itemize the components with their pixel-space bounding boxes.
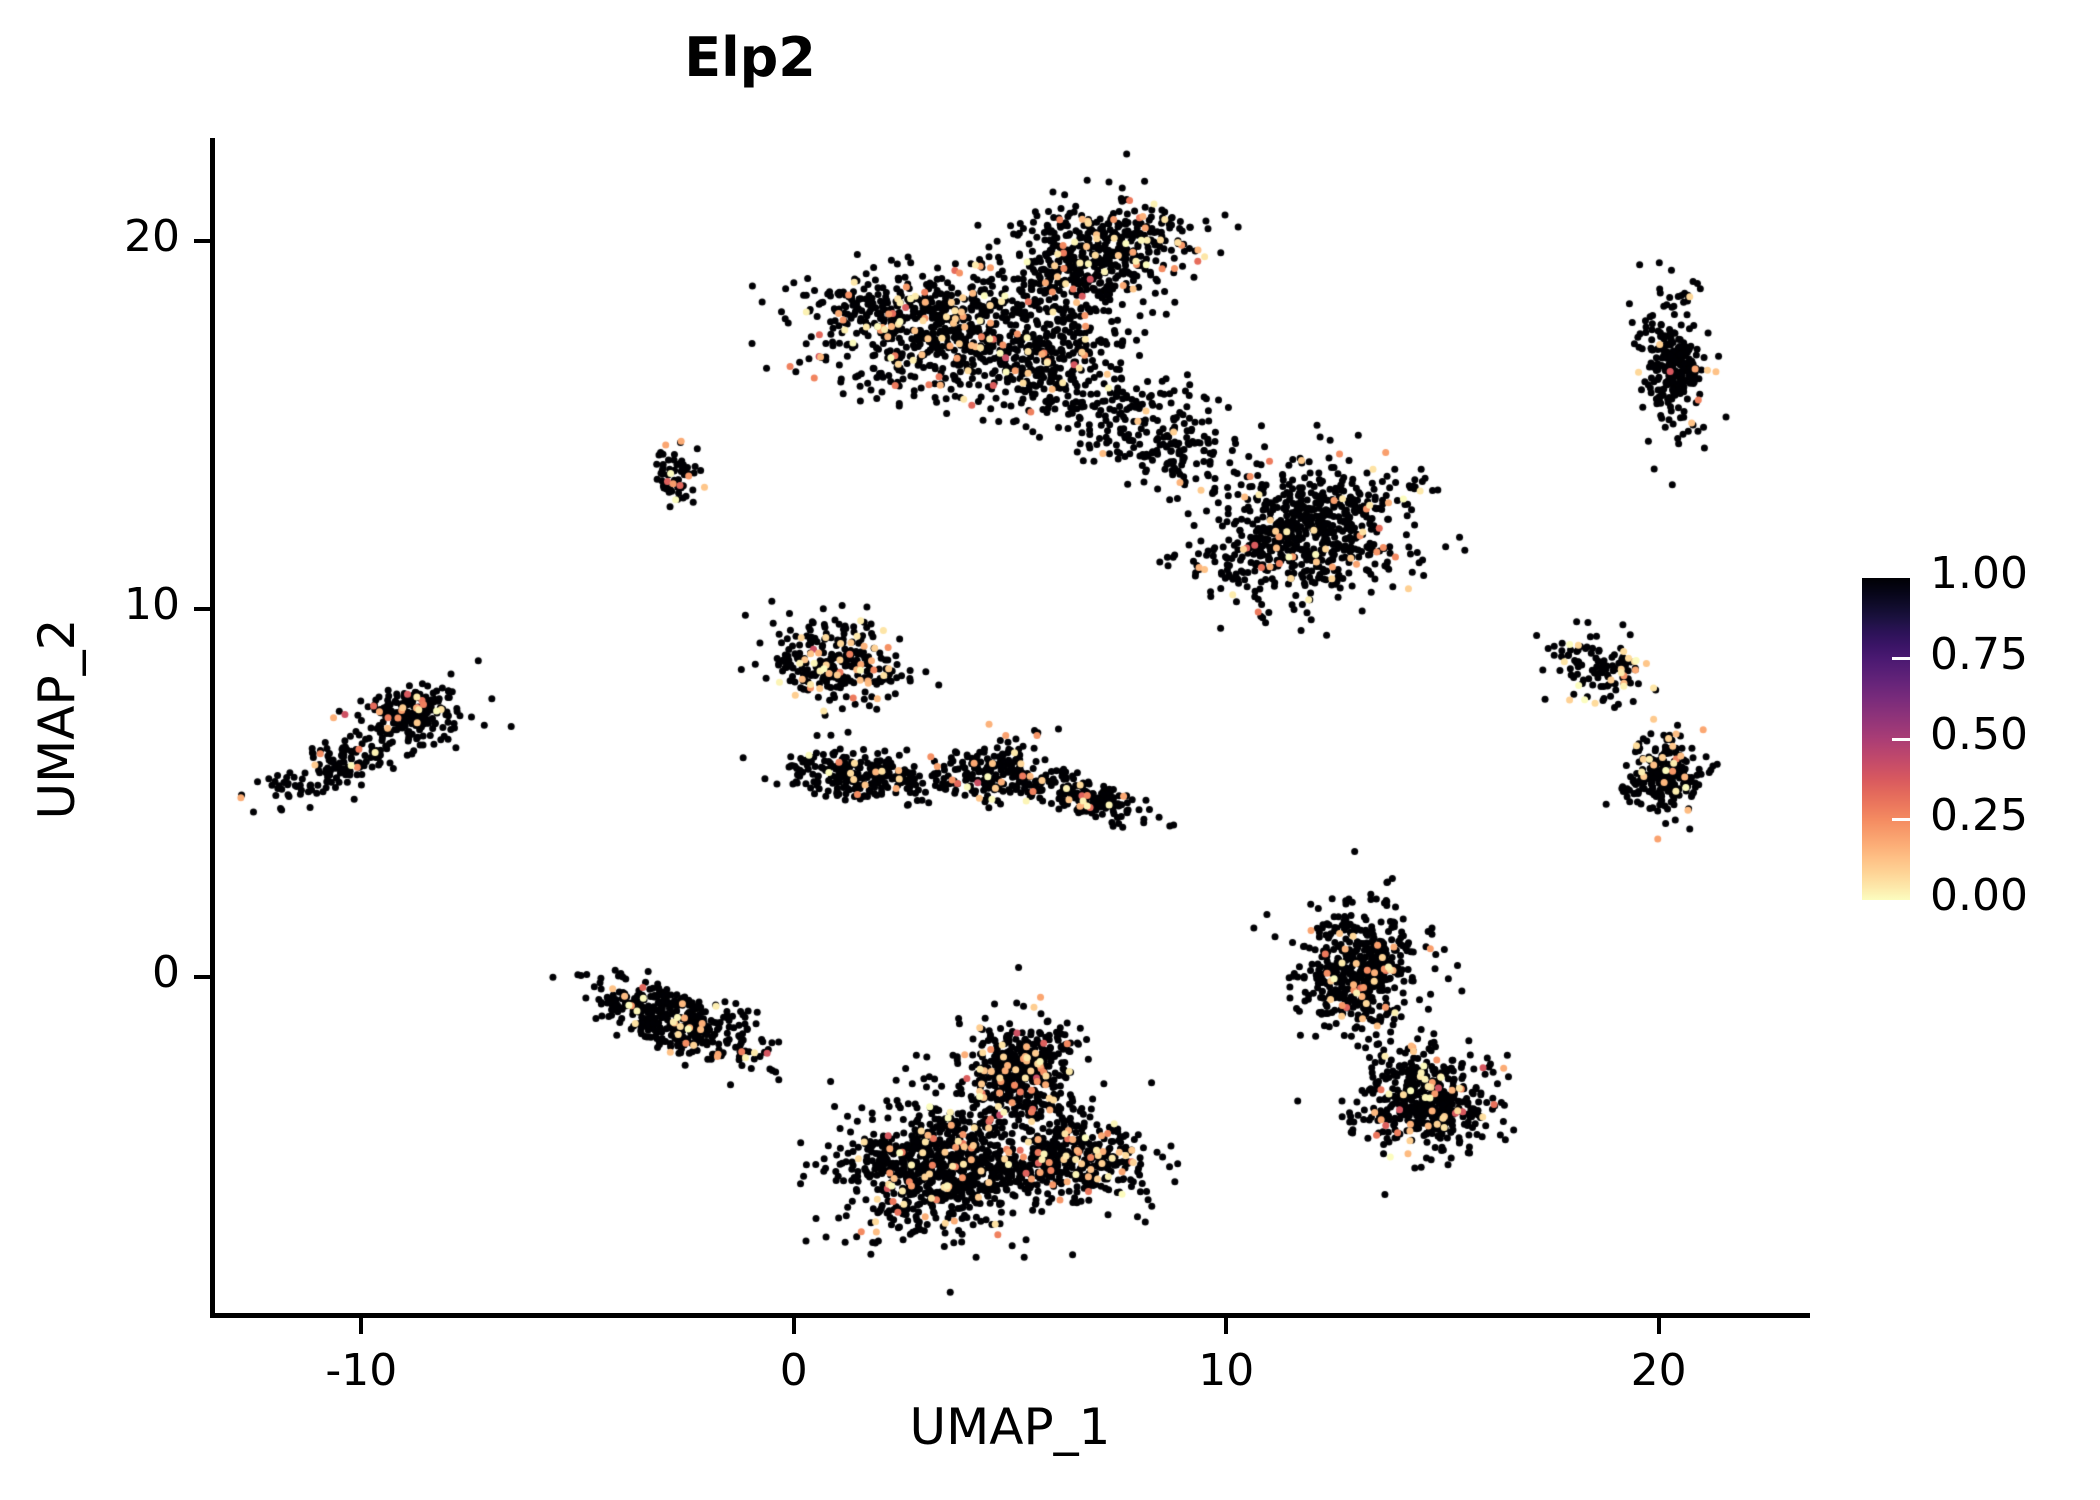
colorbar-tick-mark (1892, 737, 1910, 741)
colorbar-tick-label: 0.50 (1930, 709, 2028, 760)
y-axis-label: UMAP_2 (28, 618, 86, 820)
y-axis-spine (210, 138, 215, 1318)
y-tick-label: 20 (124, 210, 180, 262)
x-tick-mark (1224, 1318, 1229, 1334)
y-tick-label: 10 (124, 578, 180, 630)
x-tick-mark (359, 1318, 364, 1334)
x-tick-label: 0 (779, 1345, 808, 1396)
y-tick-mark (194, 606, 210, 611)
y-tick-mark (194, 974, 210, 979)
colorbar-tick-mark (1892, 657, 1910, 660)
colorbar-tick-label: 0.00 (1930, 870, 2028, 921)
colorbar-tick-label: 1.00 (1930, 548, 2028, 599)
x-tick-mark (791, 1318, 796, 1334)
x-axis-label: UMAP_1 (909, 1398, 1111, 1456)
y-tick-label: 0 (152, 946, 180, 998)
x-tick-label: 20 (1630, 1345, 1687, 1396)
colorbar-tick-label: 0.25 (1930, 789, 2028, 841)
x-axis-spine (210, 1313, 1810, 1318)
colorbar-tick-label: 0.75 (1930, 628, 2028, 680)
x-tick-label: 10 (1198, 1345, 1255, 1396)
x-tick-label: -10 (325, 1345, 398, 1396)
y-tick-mark (194, 238, 210, 243)
x-tick-mark (1656, 1318, 1661, 1334)
colorbar-tick-mark (1892, 818, 1910, 821)
